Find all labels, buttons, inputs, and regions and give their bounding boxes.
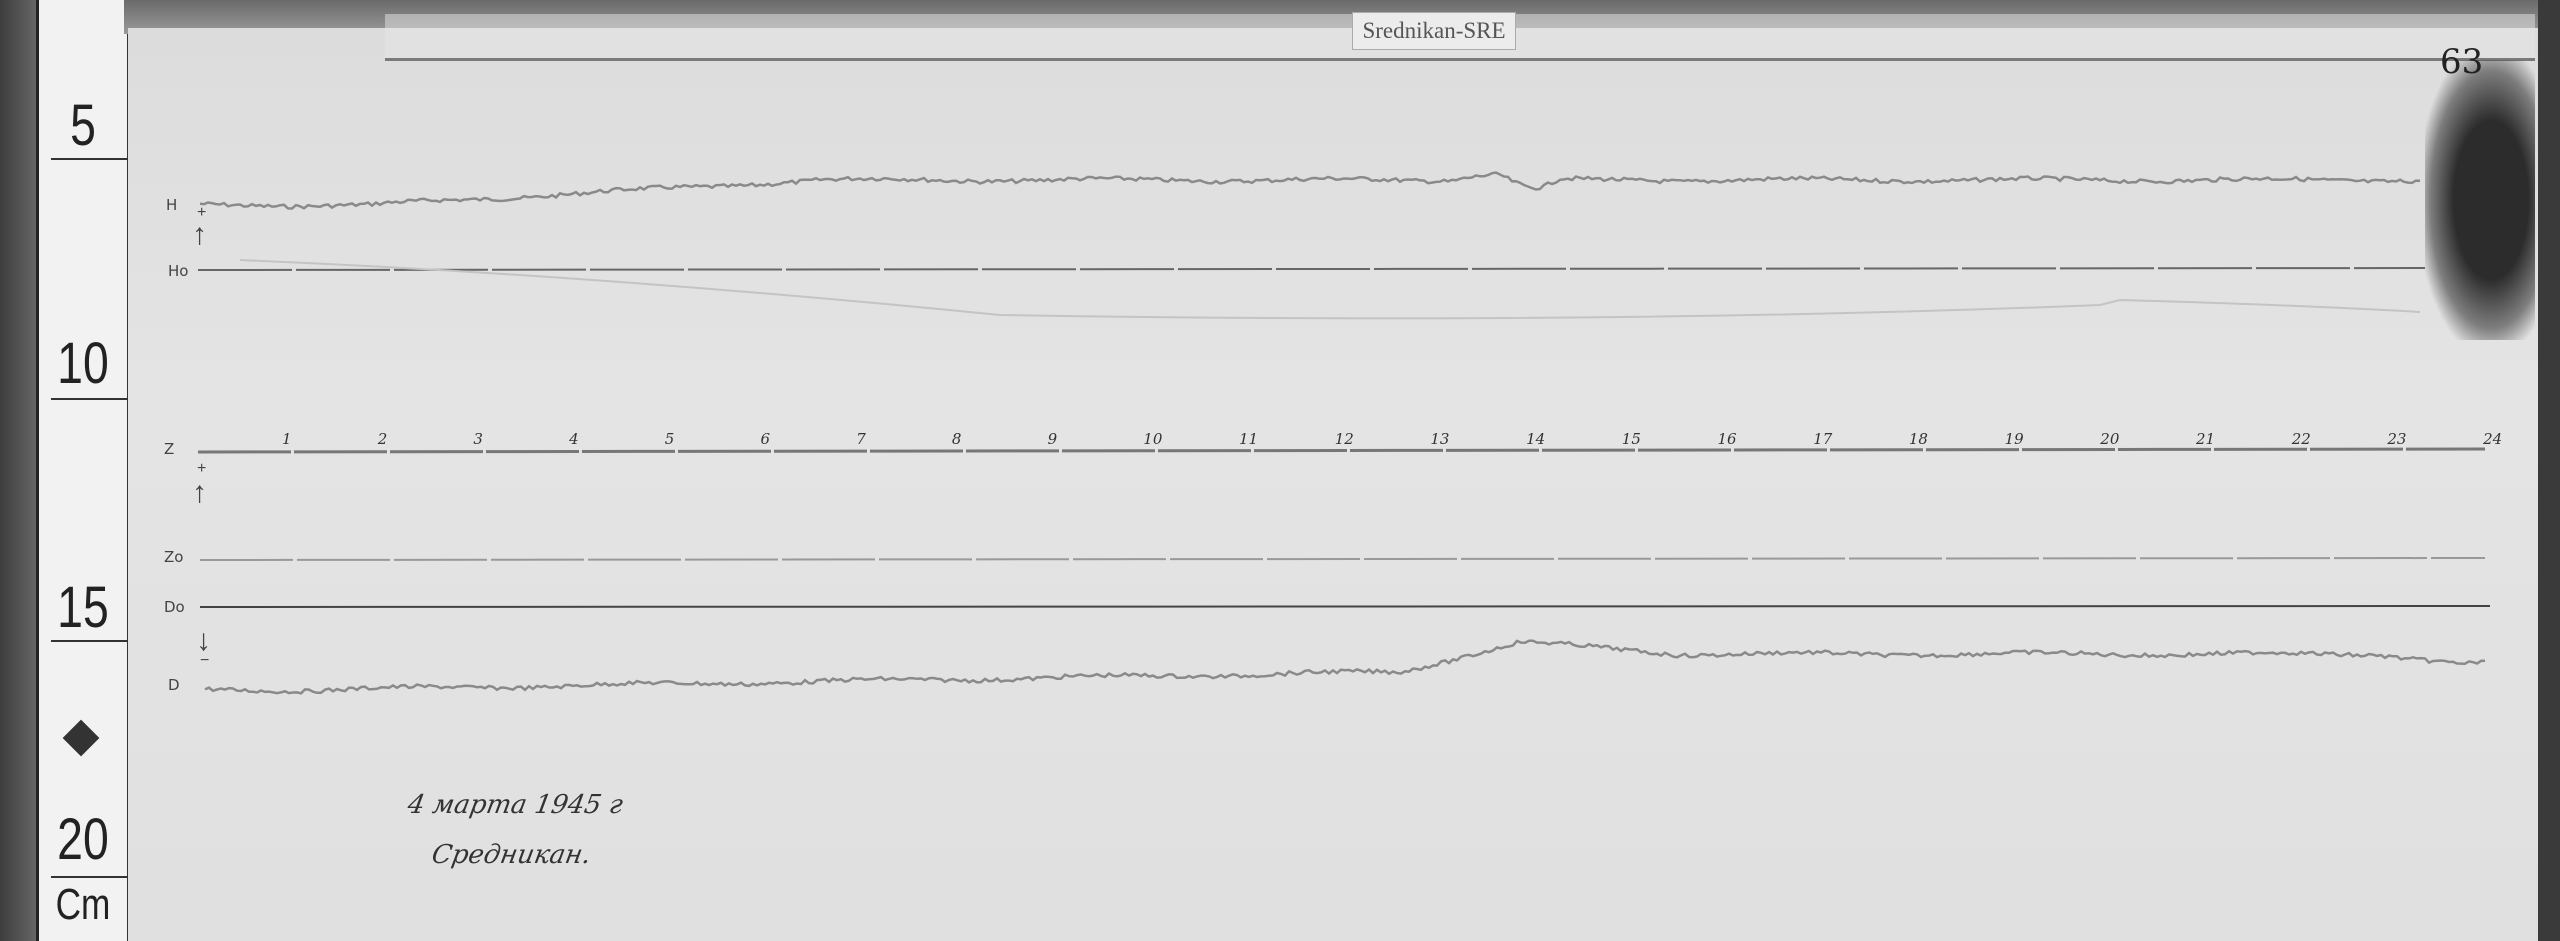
hour-label: 2 (377, 430, 388, 448)
hour-label: 15 (1621, 430, 1641, 448)
hour-label: 12 (1334, 430, 1354, 448)
smudge (2425, 60, 2535, 340)
hour-label: 16 (1717, 430, 1737, 448)
trace-label-h: H (166, 196, 178, 214)
hour-label: 20 (2100, 430, 2120, 448)
h-ghost-trace (239, 259, 2421, 320)
hour-label: 6 (760, 430, 771, 448)
hour-label: 1 (282, 430, 292, 448)
hour-label: 7 (856, 430, 866, 448)
hour-label: 4 (569, 430, 579, 448)
station-tag: Srednikan-SRE (1352, 12, 1516, 50)
hour-label: 10 (1143, 430, 1163, 448)
hour-label: 13 (1430, 430, 1450, 448)
hour-label: 14 (1526, 430, 1546, 448)
ruler-divider (51, 158, 127, 160)
ruler-mark-10: 10 (57, 331, 109, 396)
arrow-up-icon: ↑ (192, 218, 207, 251)
hour-label: 5 (664, 430, 675, 448)
hour-label: 22 (2291, 430, 2311, 448)
hour-label: 3 (473, 430, 483, 448)
ruler-mark-15: 15 (57, 575, 109, 640)
hour-label: 9 (1047, 430, 1058, 448)
sheet-number: 63 (2440, 42, 2484, 82)
d-sign: − (200, 652, 210, 669)
z-sign: + (197, 460, 207, 477)
handwritten-date: 4 марта 1945 г (405, 790, 626, 820)
trace-label-h0: Ho (168, 262, 189, 280)
trace-label-d: D (168, 676, 180, 694)
ruler-divider (51, 398, 127, 400)
ruler-divider (51, 876, 127, 878)
trace-label-d0: Do (164, 598, 185, 616)
h-sign: + (197, 204, 207, 221)
ruler: 5 10 15 20 Cm (36, 0, 130, 941)
h-trace (199, 171, 2421, 210)
z0-baseline (199, 557, 2486, 561)
hour-label: 21 (2196, 430, 2216, 448)
d-trace (204, 639, 2486, 695)
background (0, 0, 40, 941)
d0-baseline (199, 605, 2491, 608)
hour-label: 8 (951, 430, 962, 448)
hour-label: 23 (2387, 430, 2407, 448)
trace-label-z0: Zo (164, 548, 184, 566)
hour-label: 24 (2483, 430, 2503, 448)
arrow-up-icon: ↑ (192, 476, 207, 509)
ruler-mark-20: 20 (57, 807, 109, 872)
ruler-unit: Cm (55, 880, 111, 929)
ruler-divider (51, 640, 127, 642)
right-edge (2538, 0, 2560, 941)
hour-label: 17 (1813, 430, 1833, 448)
arrow-down-icon: ↓ (196, 624, 211, 657)
ruler-mark-5: 5 (70, 93, 96, 158)
handwritten-station: Средникан. (429, 840, 594, 870)
h0-baseline (197, 267, 2426, 271)
z-trace (197, 447, 2486, 454)
trace-label-z: Z (164, 440, 175, 458)
hour-label: 19 (2004, 430, 2024, 448)
hour-label: 11 (1239, 430, 1259, 448)
magnetogram-sheet (128, 28, 2538, 941)
hour-label: 18 (1908, 430, 1928, 448)
